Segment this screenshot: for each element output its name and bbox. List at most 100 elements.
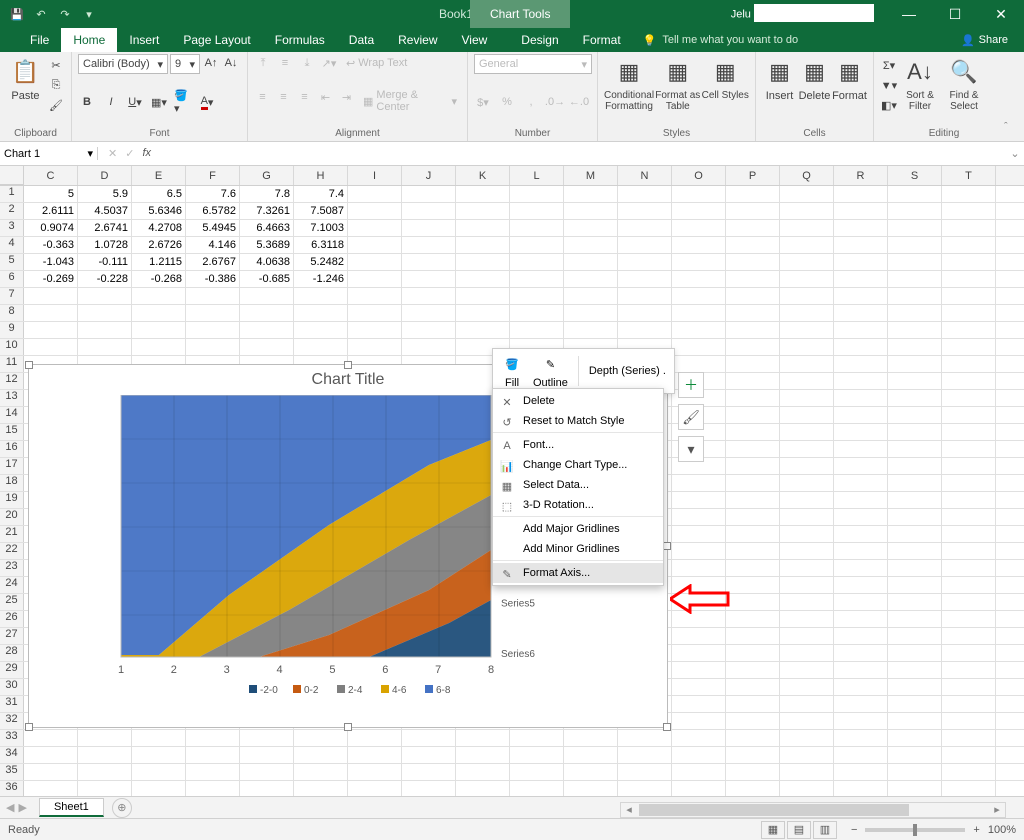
mini-outline-button[interactable]: ✎Outline [533, 353, 568, 389]
cell[interactable] [888, 356, 942, 373]
cell[interactable] [834, 492, 888, 509]
cell[interactable] [348, 747, 402, 764]
italic-icon[interactable]: I [102, 93, 120, 111]
cell[interactable] [834, 662, 888, 679]
cell[interactable] [834, 441, 888, 458]
cell[interactable] [402, 271, 456, 288]
cell[interactable] [780, 577, 834, 594]
cell[interactable] [24, 339, 78, 356]
cell[interactable] [942, 577, 996, 594]
cell[interactable] [564, 237, 618, 254]
paste-button[interactable]: 📋 Paste [6, 54, 45, 114]
cell[interactable]: -0.363 [24, 237, 78, 254]
cell[interactable] [456, 203, 510, 220]
context-menu-item[interactable]: 📊Change Chart Type... [493, 455, 663, 475]
cell[interactable] [780, 628, 834, 645]
cell[interactable] [834, 305, 888, 322]
cell[interactable]: 6.4663 [240, 220, 294, 237]
cell[interactable] [942, 492, 996, 509]
cell[interactable] [78, 305, 132, 322]
chart-filters-button[interactable]: ▾ [678, 436, 704, 462]
tell-me[interactable]: 💡 Tell me what you want to do [643, 28, 798, 52]
save-icon[interactable]: 💾 [6, 3, 28, 25]
scroll-left-icon[interactable]: ◂ [621, 803, 637, 817]
tab-view[interactable]: View [450, 28, 500, 52]
cell[interactable] [780, 543, 834, 560]
cell[interactable] [618, 747, 672, 764]
column-header[interactable]: C [24, 166, 78, 185]
row-header[interactable]: 2 [0, 203, 24, 219]
cell[interactable] [618, 186, 672, 203]
cell[interactable] [888, 747, 942, 764]
cell[interactable] [726, 254, 780, 271]
cell[interactable]: 6.5 [132, 186, 186, 203]
context-menu-item[interactable]: AFont... [493, 435, 663, 455]
comma-icon[interactable]: , [522, 93, 540, 111]
cell[interactable] [510, 305, 564, 322]
cell[interactable] [942, 220, 996, 237]
cell[interactable] [726, 305, 780, 322]
column-header[interactable]: P [726, 166, 780, 185]
cell[interactable] [402, 747, 456, 764]
cell[interactable] [78, 288, 132, 305]
cell[interactable] [24, 288, 78, 305]
cell[interactable] [726, 730, 780, 747]
cell[interactable] [456, 186, 510, 203]
row-header[interactable]: 6 [0, 271, 24, 287]
cell[interactable] [780, 458, 834, 475]
cell[interactable] [888, 288, 942, 305]
row-header[interactable]: 13 [0, 390, 24, 406]
column-header[interactable]: M [564, 166, 618, 185]
cell[interactable]: 7.6 [186, 186, 240, 203]
cell[interactable] [24, 730, 78, 747]
cell[interactable] [672, 560, 726, 577]
cell[interactable] [726, 662, 780, 679]
cell[interactable] [834, 730, 888, 747]
cell[interactable] [456, 305, 510, 322]
cell[interactable] [834, 543, 888, 560]
cell[interactable] [888, 594, 942, 611]
bold-icon[interactable]: B [78, 93, 96, 111]
worksheet-grid[interactable]: CDEFGHIJKLMNOPQRST 155.96.57.67.87.422.6… [0, 166, 1024, 766]
user-account[interactable]: Jelu [731, 4, 874, 22]
increase-decimal-icon[interactable]: .0→ [546, 93, 564, 111]
currency-icon[interactable]: $▾ [474, 93, 492, 111]
row-header[interactable]: 12 [0, 373, 24, 389]
cell[interactable] [834, 560, 888, 577]
percent-icon[interactable]: % [498, 93, 516, 111]
row-header[interactable]: 36 [0, 781, 24, 797]
align-top-icon[interactable]: ⤒ [254, 54, 272, 72]
cell[interactable] [942, 390, 996, 407]
cell[interactable] [672, 747, 726, 764]
cell[interactable] [186, 747, 240, 764]
column-header[interactable]: Q [780, 166, 834, 185]
context-menu-item[interactable]: ⬚3-D Rotation... [493, 495, 663, 517]
share-button[interactable]: 👤 Share [945, 28, 1024, 52]
cell[interactable] [240, 305, 294, 322]
scroll-thumb[interactable] [639, 804, 909, 816]
cell[interactable] [834, 407, 888, 424]
cell[interactable] [888, 390, 942, 407]
cell[interactable] [726, 679, 780, 696]
cell[interactable] [348, 237, 402, 254]
cell[interactable] [564, 747, 618, 764]
row-header[interactable]: 18 [0, 475, 24, 491]
cell[interactable] [888, 628, 942, 645]
tab-page-layout[interactable]: Page Layout [171, 28, 262, 52]
row-header[interactable]: 28 [0, 645, 24, 661]
cell[interactable] [348, 271, 402, 288]
context-menu-item[interactable]: Add Minor Gridlines [493, 539, 663, 561]
cell[interactable] [888, 475, 942, 492]
cell[interactable] [132, 322, 186, 339]
cell[interactable] [780, 594, 834, 611]
column-header[interactable]: N [618, 166, 672, 185]
cell[interactable] [132, 339, 186, 356]
cell[interactable] [726, 373, 780, 390]
cell[interactable] [672, 186, 726, 203]
cell[interactable] [942, 254, 996, 271]
cell[interactable] [942, 271, 996, 288]
cell[interactable] [564, 220, 618, 237]
cell[interactable] [834, 645, 888, 662]
column-header[interactable]: S [888, 166, 942, 185]
clear-icon[interactable]: ◧▾ [880, 96, 898, 114]
